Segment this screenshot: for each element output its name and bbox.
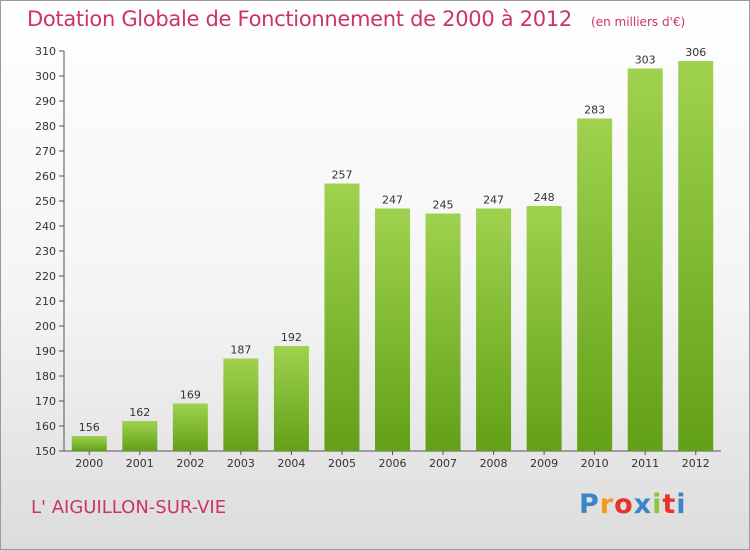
bar-2006 — [375, 208, 410, 451]
data-label-2000: 156 — [79, 421, 100, 434]
y-tick-label: 200 — [35, 320, 56, 333]
y-tick-label: 170 — [35, 395, 56, 408]
y-tick-label: 220 — [35, 270, 56, 283]
logo-letter: o — [614, 489, 634, 520]
y-tick-label: 300 — [35, 70, 56, 83]
x-tick-label-2002: 2002 — [176, 457, 204, 470]
title-row: Dotation Globale de Fonctionnement de 20… — [27, 7, 685, 31]
bar-2012 — [678, 61, 714, 451]
data-label-2011: 303 — [635, 54, 656, 67]
x-tick-label-2007: 2007 — [429, 457, 457, 470]
chart-title: Dotation Globale de Fonctionnement de 20… — [27, 7, 572, 31]
x-tick-label-2005: 2005 — [328, 457, 356, 470]
x-tick-label-2010: 2010 — [581, 457, 609, 470]
x-tick-label-2003: 2003 — [227, 457, 255, 470]
proxiti-logo[interactable]: Proxiti — [579, 489, 687, 520]
y-tick-label: 180 — [35, 370, 56, 383]
logo-letter: i — [652, 489, 663, 520]
chart-unit: (en milliers d'€) — [591, 15, 686, 29]
bar-2001 — [122, 421, 158, 451]
y-tick-label: 250 — [35, 195, 56, 208]
bar-2002 — [172, 403, 208, 451]
bar-2010 — [577, 118, 613, 451]
place-name: L' AIGUILLON-SUR-VIE — [31, 497, 227, 518]
x-tick-label-2011: 2011 — [631, 457, 659, 470]
logo-letter: t — [662, 489, 677, 520]
bar-2008 — [476, 208, 512, 451]
logo-letter: i — [676, 489, 687, 520]
y-tick-label: 210 — [35, 295, 56, 308]
data-label-2006: 247 — [382, 194, 403, 207]
bar-2007 — [425, 213, 461, 451]
x-tick-label-2009: 2009 — [530, 457, 558, 470]
x-tick-label-2006: 2006 — [379, 457, 407, 470]
x-tick-label-2001: 2001 — [126, 457, 154, 470]
x-tick-label-2000: 2000 — [75, 457, 103, 470]
y-tick-label: 290 — [35, 95, 56, 108]
data-label-2010: 283 — [584, 104, 605, 117]
data-label-2002: 169 — [180, 389, 201, 402]
y-tick-label: 260 — [35, 170, 56, 183]
bar-2009 — [526, 206, 562, 451]
axes: 150 160 170 180 190 200 210 220 230 240 250 260 270 2… — [35, 45, 721, 470]
bar-2005 — [324, 183, 360, 451]
data-label-2004: 192 — [281, 331, 302, 344]
data-label-2005: 257 — [331, 169, 352, 182]
data-label-2003: 187 — [230, 344, 251, 357]
bar-2004 — [273, 346, 309, 451]
data-label-2001: 162 — [129, 406, 150, 419]
logo-letter: x — [633, 489, 653, 520]
y-tick-label: 310 — [35, 45, 56, 58]
y-tick-label: 160 — [35, 420, 56, 433]
y-tick-label: 190 — [35, 345, 56, 358]
logo-letter: r — [599, 489, 615, 520]
y-tick-label: 240 — [35, 220, 56, 233]
y-tick-label: 270 — [35, 145, 56, 158]
logo-letter: P — [579, 489, 600, 520]
data-label-2007: 245 — [433, 199, 454, 212]
data-label-2008: 247 — [483, 194, 504, 207]
bar-2003 — [223, 358, 259, 451]
y-tick-label: 280 — [35, 120, 56, 133]
data-label-2009: 248 — [534, 191, 555, 204]
x-tick-label-2004: 2004 — [277, 457, 305, 470]
y-tick-label: 150 — [35, 445, 56, 458]
bars: 156 162 169 187 192 257 247 245 247 248 283 303 306 — [71, 46, 714, 451]
y-tick-label: 230 — [35, 245, 56, 258]
x-tick-label-2012: 2012 — [682, 457, 710, 470]
data-label-2012: 306 — [685, 46, 706, 59]
bar-2011 — [627, 68, 663, 451]
x-tick-label-2008: 2008 — [480, 457, 508, 470]
bar-2000 — [71, 436, 107, 451]
